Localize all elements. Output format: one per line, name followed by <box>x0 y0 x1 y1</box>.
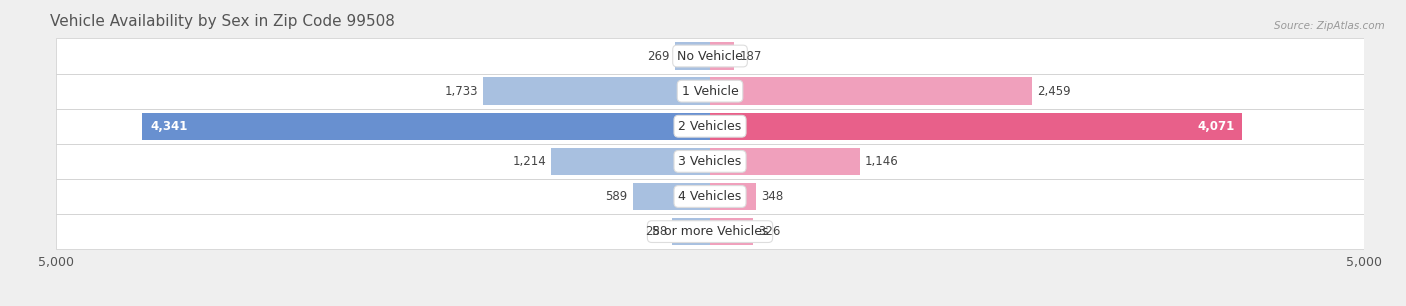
Text: 1,146: 1,146 <box>865 155 898 168</box>
Bar <box>675 42 710 70</box>
Text: 288: 288 <box>645 225 666 238</box>
Bar <box>142 113 710 140</box>
Text: 4,071: 4,071 <box>1198 120 1234 133</box>
Bar <box>484 77 710 105</box>
Text: 5 or more Vehicles: 5 or more Vehicles <box>652 225 768 238</box>
FancyBboxPatch shape <box>56 73 1364 109</box>
Text: Source: ZipAtlas.com: Source: ZipAtlas.com <box>1274 21 1385 32</box>
Text: 3 Vehicles: 3 Vehicles <box>679 155 741 168</box>
Text: 1,214: 1,214 <box>512 155 546 168</box>
Bar <box>710 42 734 70</box>
Bar <box>710 218 752 245</box>
FancyBboxPatch shape <box>56 144 1364 179</box>
FancyBboxPatch shape <box>56 109 1364 144</box>
Bar <box>551 148 710 175</box>
Text: 348: 348 <box>761 190 783 203</box>
Text: 589: 589 <box>606 190 628 203</box>
Text: No Vehicle: No Vehicle <box>678 50 742 62</box>
Legend: Male, Female: Male, Female <box>641 303 779 306</box>
FancyBboxPatch shape <box>56 39 1364 73</box>
Bar <box>710 183 755 210</box>
Bar <box>633 183 710 210</box>
Bar <box>710 77 1032 105</box>
FancyBboxPatch shape <box>56 179 1364 214</box>
Bar <box>672 218 710 245</box>
Bar <box>710 148 860 175</box>
Bar <box>710 113 1243 140</box>
Text: 187: 187 <box>740 50 762 62</box>
Text: 2 Vehicles: 2 Vehicles <box>679 120 741 133</box>
Text: 4 Vehicles: 4 Vehicles <box>679 190 741 203</box>
Text: Vehicle Availability by Sex in Zip Code 99508: Vehicle Availability by Sex in Zip Code … <box>49 13 395 28</box>
Text: 4,341: 4,341 <box>150 120 187 133</box>
FancyBboxPatch shape <box>56 214 1364 249</box>
Text: 1,733: 1,733 <box>444 85 478 98</box>
Text: 326: 326 <box>758 225 780 238</box>
Text: 2,459: 2,459 <box>1036 85 1070 98</box>
Text: 269: 269 <box>647 50 669 62</box>
Text: 1 Vehicle: 1 Vehicle <box>682 85 738 98</box>
